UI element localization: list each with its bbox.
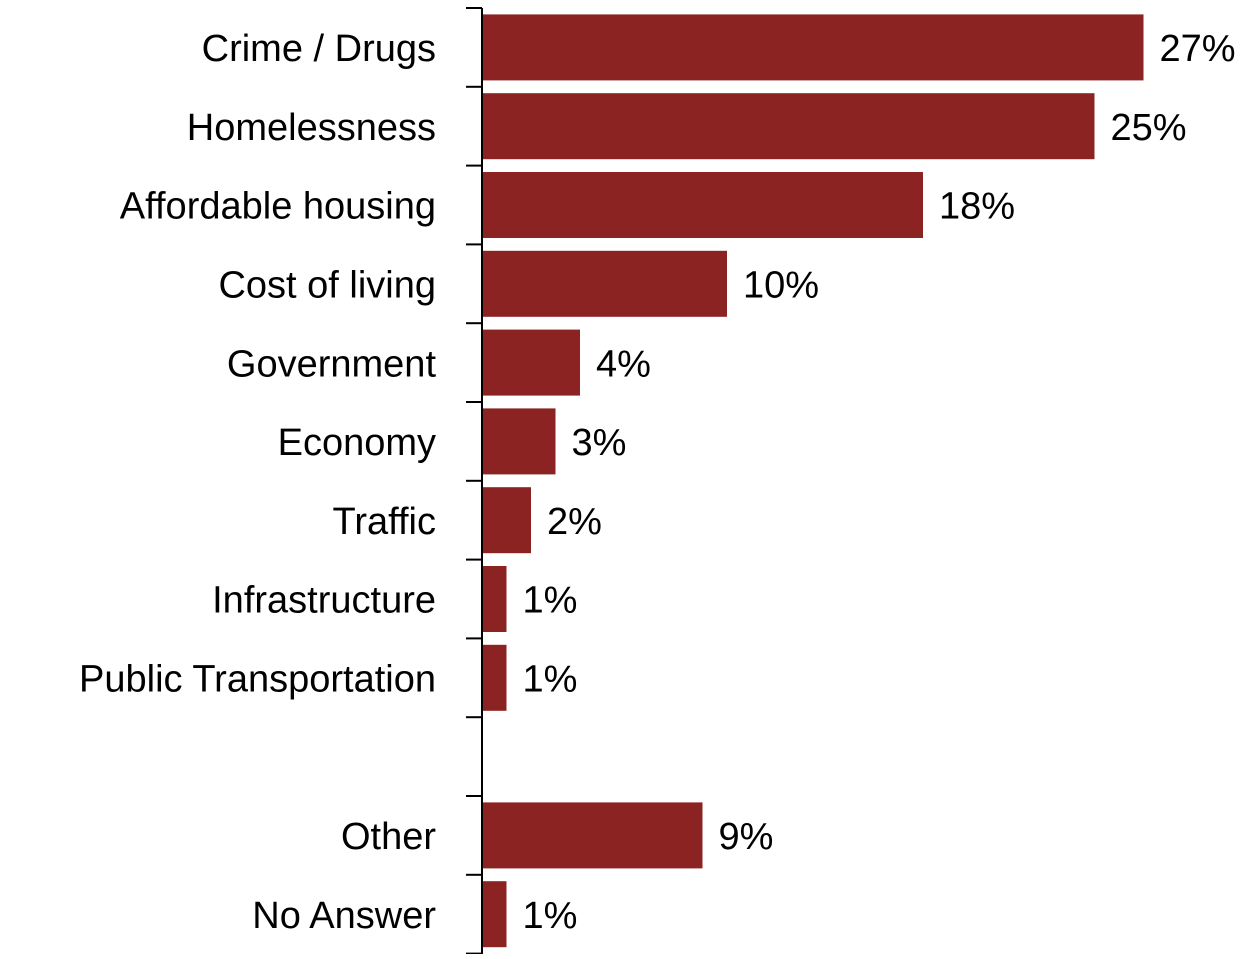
category-label-traffic: Traffic xyxy=(333,501,436,543)
value-label-government: 4% xyxy=(596,343,651,385)
bar-cost-of-living xyxy=(482,250,727,317)
bar-crime-drugs xyxy=(482,14,1144,81)
value-label-homelessness: 25% xyxy=(1111,107,1187,149)
bar-public-transportation xyxy=(482,644,507,711)
bars-layer xyxy=(482,14,1144,948)
category-label-other: Other xyxy=(341,816,436,858)
bar-infrastructure xyxy=(482,566,507,632)
value-labels-layer: 27% 25% 18% 10% 4% 3% 2% 1% 1% 9% 1% xyxy=(523,28,1236,937)
category-label-cost-of-living: Cost of living xyxy=(218,264,436,306)
value-label-other: 9% xyxy=(719,816,774,858)
bar-homelessness xyxy=(482,93,1095,160)
value-label-traffic: 2% xyxy=(547,501,602,543)
bar-other xyxy=(482,802,703,869)
category-label-infrastructure: Infrastructure xyxy=(212,580,436,622)
value-label-cost-of-living: 10% xyxy=(743,264,819,306)
bar-government xyxy=(482,329,580,396)
bar-economy xyxy=(482,408,556,475)
value-label-no-answer: 1% xyxy=(523,895,578,937)
category-label-no-answer: No Answer xyxy=(252,895,436,937)
category-labels-layer: Crime / Drugs Homelessness Affordable hous… xyxy=(79,28,436,937)
category-label-affordable-housing: Affordable housing xyxy=(120,186,436,228)
value-label-economy: 3% xyxy=(572,422,627,464)
value-label-public-transportation: 1% xyxy=(523,658,578,700)
category-label-homelessness: Homelessness xyxy=(187,107,436,149)
category-label-government: Government xyxy=(227,343,437,385)
bar-traffic xyxy=(482,487,531,554)
category-label-public-transportation: Public Transportation xyxy=(79,658,436,700)
value-label-affordable-housing: 18% xyxy=(939,186,1015,228)
y-axis-layer xyxy=(466,7,483,955)
value-label-infrastructure: 1% xyxy=(523,580,578,622)
value-label-crime-drugs: 27% xyxy=(1160,28,1236,70)
category-label-crime-drugs: Crime / Drugs xyxy=(202,28,436,70)
bar-no-answer xyxy=(482,881,507,948)
category-label-economy: Economy xyxy=(278,422,436,464)
bar-affordable-housing xyxy=(482,172,923,238)
